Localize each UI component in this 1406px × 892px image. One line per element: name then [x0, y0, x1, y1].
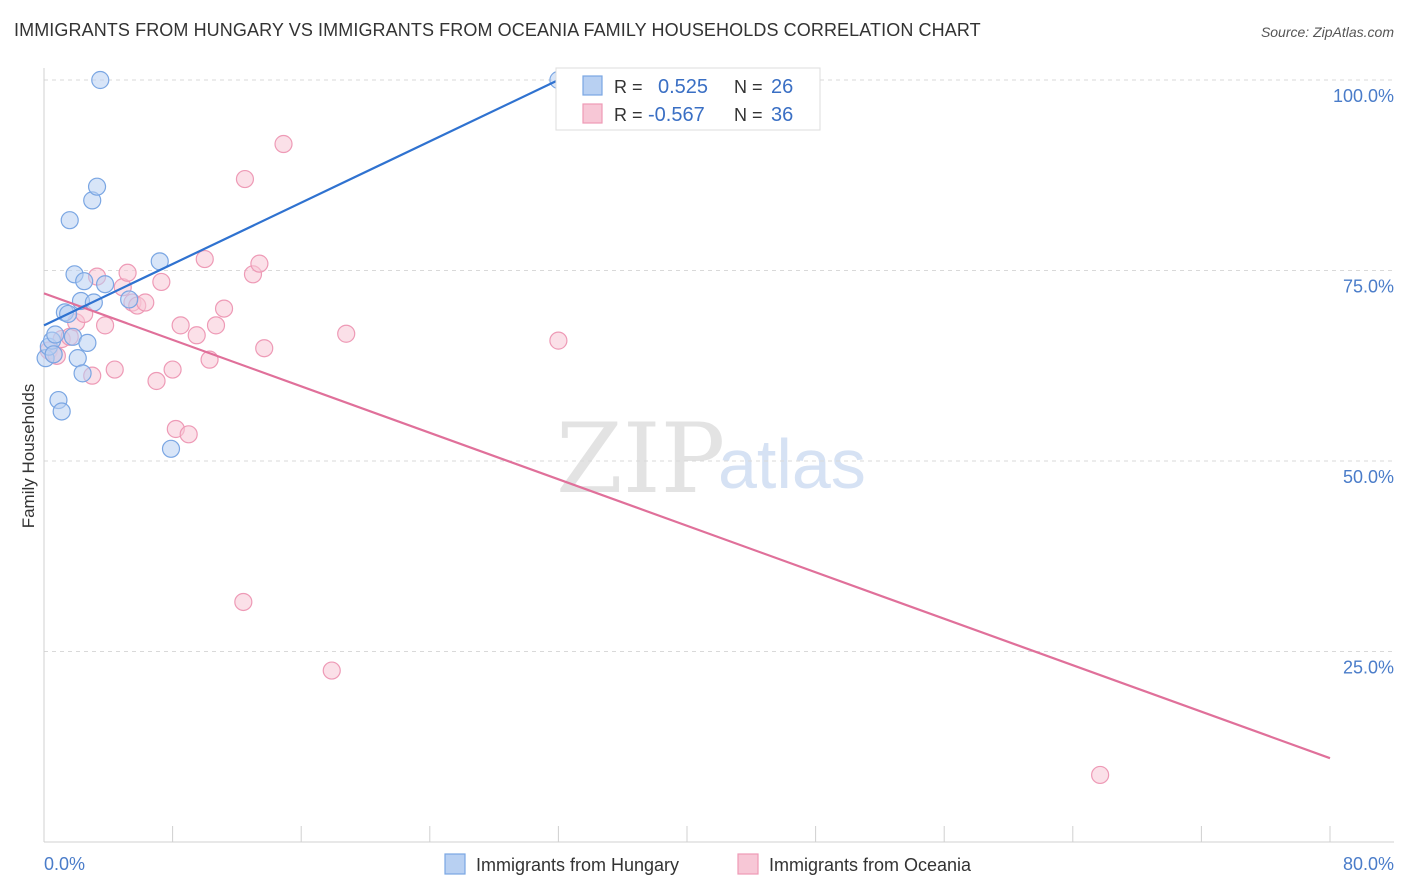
- y-axis-label: Family Households: [19, 384, 38, 529]
- point-oceania-35: [549, 331, 568, 350]
- legend-r-label-oceania: R =: [614, 105, 643, 125]
- point-oceania-20: [171, 316, 190, 335]
- legend-swatch-hungary: [582, 75, 603, 96]
- watermark-zip: ZIP: [556, 403, 725, 515]
- point-oceania-31: [255, 339, 274, 358]
- point-oceania-34: [337, 324, 356, 343]
- series-legend-label-hungary: Immigrants from Hungary: [476, 855, 679, 875]
- point-hungary-16: [78, 333, 97, 352]
- point-hungary-14: [73, 364, 92, 383]
- point-hungary-6: [52, 402, 71, 421]
- series-legend: Immigrants from Hungary Immigrants from …: [444, 853, 972, 875]
- point-hungary-4: [46, 325, 65, 344]
- legend-n-value-oceania: 36: [771, 104, 793, 126]
- point-oceania-30: [250, 254, 269, 273]
- y-tick-label-50: 50.0%: [1343, 467, 1394, 487]
- y-tick-label-25: 25.0%: [1343, 658, 1394, 678]
- x-tick-label-min: 0.0%: [44, 854, 85, 874]
- series-legend-swatch-hungary: [444, 853, 466, 875]
- series-legend-label-oceania: Immigrants from Oceania: [769, 855, 972, 875]
- legend-n-label-hungary: N =: [734, 77, 763, 97]
- point-hungary-21: [95, 275, 115, 294]
- point-oceania-32: [274, 134, 293, 154]
- point-hungary-22: [120, 290, 139, 309]
- legend-r-value-hungary: 0.525: [658, 76, 708, 98]
- point-oceania-18: [163, 360, 182, 379]
- point-hungary-3: [44, 345, 63, 364]
- x-axis-ticks: [43, 826, 1331, 842]
- y-tick-label-100: 100.0%: [1333, 86, 1394, 106]
- legend-n-label-oceania: N =: [734, 105, 763, 125]
- point-oceania-16: [147, 371, 166, 391]
- point-oceania-33: [322, 661, 341, 680]
- point-hungary-24: [161, 439, 181, 458]
- point-oceania-28: [235, 169, 255, 189]
- stats-legend: R = 0.525 N = 26 R = -0.567 N = 36: [555, 67, 821, 131]
- legend-r-label-hungary: R =: [614, 77, 643, 97]
- point-oceania-21: [179, 425, 198, 444]
- point-oceania-9: [95, 316, 115, 335]
- legend-r-value-oceania: -0.567: [648, 104, 705, 126]
- legend-n-value-hungary: 26: [771, 76, 793, 98]
- point-oceania-12: [118, 263, 137, 282]
- point-oceania-27: [234, 592, 253, 612]
- chart-title: IMMIGRANTS FROM HUNGARY VS IMMIGRANTS FR…: [14, 20, 981, 40]
- point-hungary-9: [60, 211, 79, 230]
- source-credit: Source: ZipAtlas.com: [1260, 24, 1394, 40]
- point-oceania-22: [187, 326, 206, 345]
- x-tick-label-max: 80.0%: [1343, 854, 1394, 874]
- series-legend-swatch-oceania: [737, 853, 759, 875]
- y-tick-labels: 25.0% 50.0% 75.0% 100.0%: [1333, 86, 1394, 678]
- point-oceania-10: [105, 360, 124, 379]
- point-hungary-19: [87, 177, 107, 196]
- point-hungary-12: [68, 349, 87, 368]
- legend-swatch-oceania: [582, 103, 603, 124]
- point-oceania-15: [136, 293, 155, 312]
- series-hungary-points: [36, 70, 568, 458]
- point-oceania-36: [1091, 765, 1110, 785]
- point-oceania-25: [206, 316, 226, 335]
- y-tick-label-75: 75.0%: [1343, 277, 1394, 297]
- point-oceania-26: [214, 299, 234, 318]
- point-hungary-15: [75, 272, 94, 291]
- watermark-atlas: atlas: [718, 425, 866, 503]
- point-hungary-20: [91, 70, 110, 90]
- point-oceania-17: [152, 272, 171, 292]
- trend-line-hungary: [43, 79, 559, 327]
- point-oceania-23: [195, 249, 214, 269]
- trend-line-oceania: [43, 292, 1331, 760]
